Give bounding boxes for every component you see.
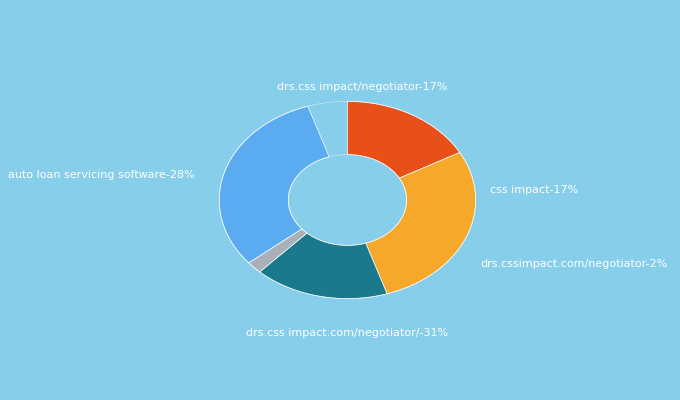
- Text: drs.css impact/negotiator-17%: drs.css impact/negotiator-17%: [277, 82, 447, 92]
- Polygon shape: [366, 152, 475, 294]
- Text: css impact-17%: css impact-17%: [490, 185, 579, 195]
- Polygon shape: [249, 229, 307, 272]
- Polygon shape: [219, 106, 329, 263]
- Polygon shape: [347, 101, 460, 178]
- Text: drs.cssimpact.com/negotiator-2%: drs.cssimpact.com/negotiator-2%: [481, 259, 668, 269]
- Text: auto loan servicing software-28%: auto loan servicing software-28%: [8, 170, 194, 180]
- Polygon shape: [260, 233, 387, 299]
- Text: drs.css impact.com/negotiator/-31%: drs.css impact.com/negotiator/-31%: [246, 328, 449, 338]
